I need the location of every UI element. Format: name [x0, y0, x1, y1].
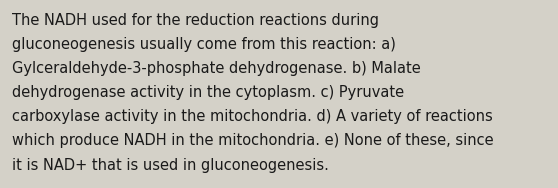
Text: gluconeogenesis usually come from this reaction: a): gluconeogenesis usually come from this r…	[12, 37, 396, 52]
Text: carboxylase activity in the mitochondria. d) A variety of reactions: carboxylase activity in the mitochondria…	[12, 109, 493, 124]
Text: The NADH used for the reduction reactions during: The NADH used for the reduction reaction…	[12, 13, 379, 28]
Text: Gylceraldehyde-3-phosphate dehydrogenase. b) Malate: Gylceraldehyde-3-phosphate dehydrogenase…	[12, 61, 421, 76]
Text: which produce NADH in the mitochondria. e) None of these, since: which produce NADH in the mitochondria. …	[12, 133, 494, 149]
Text: dehydrogenase activity in the cytoplasm. c) Pyruvate: dehydrogenase activity in the cytoplasm.…	[12, 85, 405, 100]
Text: it is NAD+ that is used in gluconeogenesis.: it is NAD+ that is used in gluconeogenes…	[12, 158, 329, 173]
